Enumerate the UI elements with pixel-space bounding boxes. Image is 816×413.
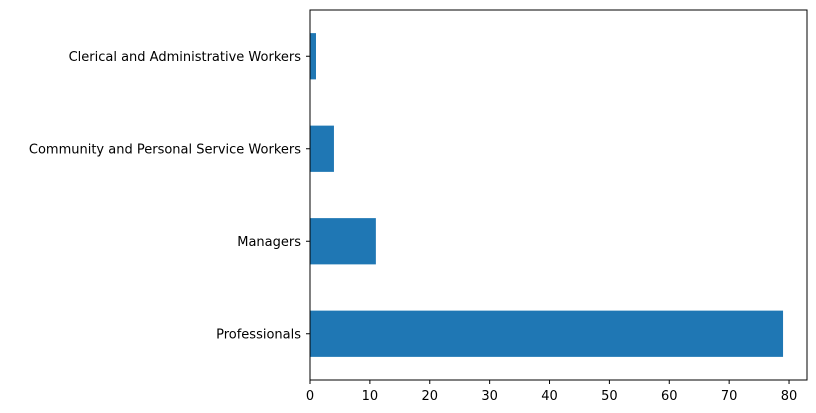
- y-tick-label: Community and Personal Service Workers: [29, 142, 301, 157]
- y-tick-label: Professionals: [216, 327, 301, 342]
- x-tick-label: 60: [661, 389, 678, 404]
- bars-group: [310, 33, 784, 357]
- x-tick-label: 30: [481, 389, 498, 404]
- plot-frame: [309, 9, 808, 381]
- x-tick-label: 80: [781, 389, 798, 404]
- x-tick-label: 0: [306, 389, 314, 404]
- x-tick-label: 40: [541, 389, 558, 404]
- bar: [310, 125, 334, 172]
- bar: [310, 33, 316, 80]
- x-tick-label: 70: [721, 389, 738, 404]
- x-tick-label: 20: [421, 389, 438, 404]
- y-tick-label: Clerical and Administrative Workers: [69, 50, 302, 65]
- x-ticks: 0 10 20 30 40 50 60 70 80: [306, 380, 797, 404]
- x-tick-label: 10: [362, 389, 379, 404]
- x-tick-label: 50: [601, 389, 618, 404]
- y-tick-label: Managers: [237, 235, 301, 250]
- bar: [310, 218, 376, 265]
- y-tick-labels: Clerical and Administrative Workers Commu…: [29, 50, 310, 342]
- bar: [310, 310, 784, 357]
